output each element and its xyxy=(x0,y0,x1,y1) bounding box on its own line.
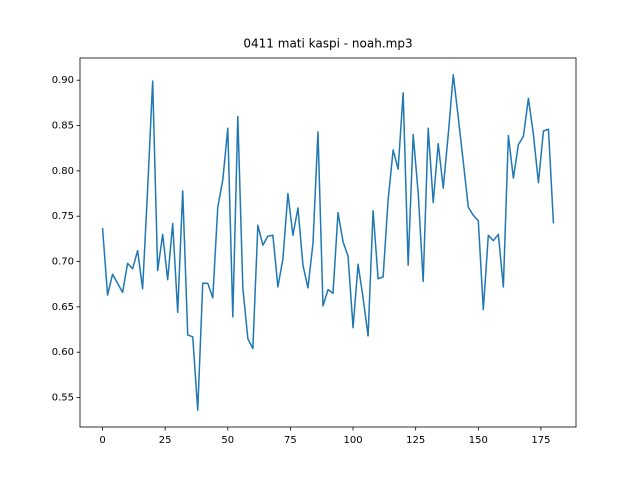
y-tick-label: 0.75 xyxy=(52,211,74,222)
y-tick-label: 0.60 xyxy=(52,347,74,358)
x-tick-label: 0 xyxy=(99,435,105,446)
x-tick-label: 100 xyxy=(344,435,363,446)
y-tick-label: 0.80 xyxy=(52,166,74,177)
plot-frame xyxy=(79,57,577,428)
x-tick-label: 125 xyxy=(406,435,425,446)
x-tick-label: 50 xyxy=(221,435,234,446)
y-tick-label: 0.85 xyxy=(52,121,74,132)
y-tick-label: 0.55 xyxy=(52,393,74,404)
x-tick-label: 25 xyxy=(159,435,172,446)
chart-title: 0411 mati kaspi - noah.mp3 xyxy=(243,37,412,51)
x-tick-label: 175 xyxy=(531,435,550,446)
y-tick-label: 0.70 xyxy=(52,257,74,268)
y-tick-label: 0.65 xyxy=(52,302,74,313)
y-tick-label: 0.90 xyxy=(52,75,74,86)
x-tick-label: 75 xyxy=(284,435,297,446)
x-tick-label: 150 xyxy=(469,435,488,446)
data-line xyxy=(101,74,555,411)
